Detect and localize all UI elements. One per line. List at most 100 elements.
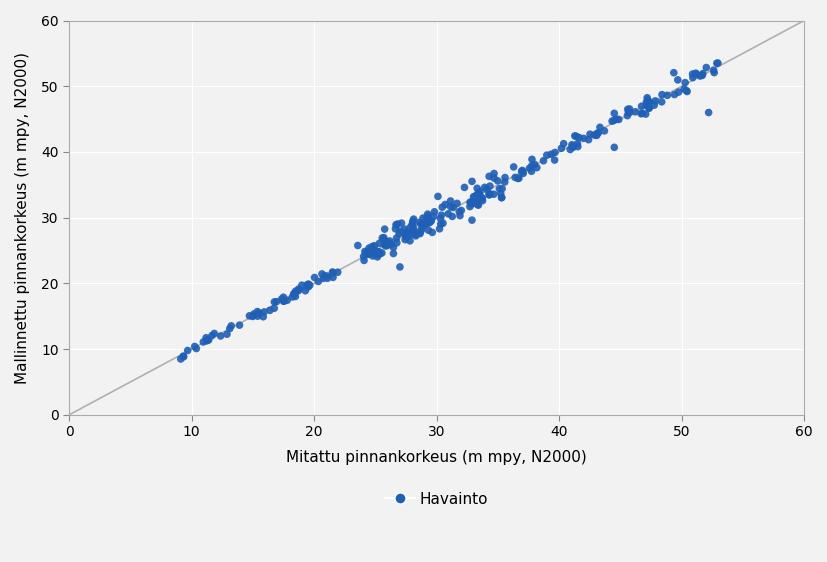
Point xyxy=(419,214,433,223)
Point xyxy=(607,109,620,118)
Point xyxy=(176,352,189,361)
Point xyxy=(416,221,429,230)
Point xyxy=(174,355,187,364)
Point xyxy=(300,280,313,289)
Point xyxy=(696,69,709,78)
Point xyxy=(420,210,433,219)
Point xyxy=(642,98,655,107)
Point xyxy=(287,289,300,298)
Point xyxy=(465,200,478,209)
Point xyxy=(508,173,521,182)
Point xyxy=(311,277,324,286)
Point xyxy=(389,220,402,229)
Point xyxy=(688,69,701,78)
Point xyxy=(389,224,402,233)
Point xyxy=(510,174,523,183)
Point xyxy=(463,198,476,207)
Point xyxy=(472,187,485,196)
Point xyxy=(224,321,237,330)
Point xyxy=(528,160,541,169)
Point xyxy=(275,294,288,303)
Point xyxy=(677,78,691,87)
Point xyxy=(247,311,261,320)
Point xyxy=(483,189,496,198)
Point xyxy=(361,250,375,259)
Point xyxy=(386,243,399,252)
Point xyxy=(667,68,680,77)
Point xyxy=(470,184,483,193)
Point xyxy=(640,93,653,102)
Point xyxy=(361,248,375,257)
Point xyxy=(417,221,430,230)
Point xyxy=(399,232,412,241)
Point xyxy=(639,101,653,110)
Point xyxy=(375,233,389,242)
Point xyxy=(199,333,213,342)
Point xyxy=(308,273,321,282)
Point xyxy=(483,182,496,191)
Point xyxy=(384,239,397,248)
Point xyxy=(358,247,371,256)
Point xyxy=(471,201,485,210)
Point xyxy=(276,297,289,306)
Point xyxy=(288,289,301,298)
Point xyxy=(277,297,290,306)
Point xyxy=(593,123,606,132)
Point xyxy=(607,143,620,152)
Point xyxy=(267,304,280,313)
Point xyxy=(676,85,690,94)
Point xyxy=(529,163,543,172)
Point xyxy=(392,229,405,238)
Point xyxy=(370,252,384,261)
Point xyxy=(247,310,261,319)
Point xyxy=(362,243,375,252)
Point xyxy=(372,239,385,248)
Point xyxy=(498,178,511,187)
Point xyxy=(291,286,304,295)
Point xyxy=(482,190,495,199)
Point xyxy=(421,219,434,228)
Point xyxy=(475,194,488,203)
Point xyxy=(251,307,264,316)
Point xyxy=(359,249,372,258)
Point xyxy=(475,193,488,202)
Point xyxy=(472,189,485,198)
Point xyxy=(445,212,458,221)
Point xyxy=(471,196,485,205)
Point xyxy=(390,234,403,243)
Point xyxy=(469,192,482,201)
Point xyxy=(554,144,567,153)
Point xyxy=(693,71,706,80)
Point xyxy=(454,206,467,215)
Point xyxy=(457,183,471,192)
Point xyxy=(581,135,595,144)
Point xyxy=(369,246,382,255)
Point xyxy=(443,202,457,211)
Point xyxy=(404,223,417,232)
Point xyxy=(256,312,270,321)
Point xyxy=(356,252,370,261)
Point xyxy=(470,191,483,200)
Point xyxy=(647,101,660,110)
Point xyxy=(409,230,422,239)
Point xyxy=(695,71,708,80)
Point xyxy=(490,176,504,185)
Point xyxy=(468,192,481,201)
Point xyxy=(357,256,370,265)
Legend: Havainto: Havainto xyxy=(378,486,494,513)
Point xyxy=(220,330,233,339)
Point xyxy=(672,88,685,97)
Point xyxy=(189,344,203,353)
Point xyxy=(433,214,447,223)
Point xyxy=(295,280,308,289)
Point xyxy=(471,191,485,200)
Point xyxy=(331,268,344,277)
Point xyxy=(441,210,454,219)
Point xyxy=(369,250,382,259)
Point xyxy=(415,221,428,230)
Point xyxy=(373,250,386,259)
Point xyxy=(371,250,385,259)
Point xyxy=(492,184,505,193)
Point xyxy=(565,142,578,151)
Point xyxy=(466,197,479,206)
